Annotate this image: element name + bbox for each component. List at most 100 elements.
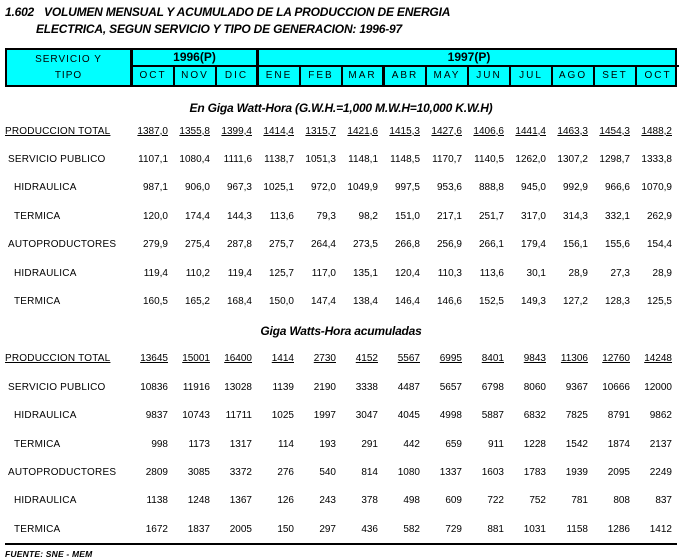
value-cell: 881: [487, 523, 504, 535]
value-cell: 8791: [607, 410, 630, 422]
report-title-line1: 1.602 VOLUMEN MENSUAL Y ACUMULADO DE LA P…: [5, 4, 677, 21]
section-title-accumulated: Giga Watts-Hora acumuladas: [260, 323, 422, 338]
value-cell: 291: [361, 438, 378, 450]
value-cell: 114: [278, 438, 294, 450]
value-cell: 275,7: [268, 239, 294, 251]
row-label: PRODUCCION TOTAL: [5, 125, 111, 137]
value-cell: 1170,7: [432, 154, 462, 166]
value-cell: 120,4: [394, 267, 420, 279]
row-label: SERVICIO PUBLICO: [8, 381, 106, 393]
header-cell-year-1997: 1997(P): [259, 50, 679, 67]
value-cell: 1139: [272, 381, 294, 393]
header-label-line2: TIPO: [54, 70, 83, 82]
value-cell: 4998: [439, 410, 462, 422]
value-cell: 1070,9: [641, 182, 672, 194]
value-cell: 997,5: [394, 182, 420, 194]
value-cell: 1138: [146, 495, 168, 507]
header-cell-month-jul-9: JUL: [511, 67, 553, 85]
header-cell-month-abr-6: ABR: [385, 67, 427, 85]
header-cell-month-oct-0: OCT: [133, 67, 175, 85]
value-cell: 1603: [481, 466, 504, 478]
value-cell: 297: [319, 523, 336, 535]
value-cell: 4152: [355, 353, 378, 365]
header-cell-month-ene-3: ENE: [259, 67, 301, 85]
value-cell: 2249: [649, 466, 672, 478]
value-cell: 332,1: [604, 210, 630, 222]
value-cell: 113,6: [479, 267, 504, 279]
value-cell: 1337: [439, 466, 462, 478]
value-cell: 165,2: [184, 296, 210, 308]
value-cell: 1421,6: [347, 125, 378, 137]
value-cell: 911: [488, 438, 504, 450]
value-cell: 135,1: [352, 267, 378, 279]
value-cell: 966,6: [604, 182, 630, 194]
header-cell-year-1996: 1996(P): [133, 50, 259, 67]
value-cell: 146,6: [436, 296, 462, 308]
value-cell: 12000: [644, 381, 672, 393]
value-cell: 16400: [224, 353, 252, 365]
header-cell-month-dic-2: DIC: [217, 67, 259, 85]
value-cell: 582: [403, 523, 420, 535]
value-cell: 15001: [182, 353, 210, 365]
value-cell: 8060: [523, 381, 546, 393]
value-cell: 119,4: [227, 267, 252, 279]
value-cell: 1463,3: [557, 125, 588, 137]
value-cell: 30,1: [526, 267, 546, 279]
value-cell: 1672: [145, 523, 168, 535]
value-cell: 119,4: [143, 267, 168, 279]
value-cell: 1315,7: [305, 125, 336, 137]
value-cell: 1051,3: [305, 154, 336, 166]
value-cell: 174,4: [184, 210, 210, 222]
report-title-text: VOLUMEN MENSUAL Y ACUMULADO DE LA PRODUC…: [44, 5, 451, 19]
value-cell: 609: [445, 495, 462, 507]
value-cell: 1025: [271, 410, 294, 422]
value-cell: 266,8: [394, 239, 420, 251]
value-cell: 273,5: [352, 239, 378, 251]
value-cell: 4045: [397, 410, 420, 422]
value-cell: 2730: [313, 353, 336, 365]
value-cell: 1140,5: [474, 154, 504, 166]
value-cell: 1248: [187, 495, 210, 507]
value-cell: 11306: [560, 353, 588, 365]
row-label: HIDRAULICA: [14, 182, 77, 194]
value-cell: 498: [403, 495, 420, 507]
value-cell: 987,1: [142, 182, 168, 194]
value-cell: 28,9: [652, 267, 672, 279]
value-cell: 1148,1: [348, 154, 378, 166]
value-cell: 722: [487, 495, 504, 507]
value-cell: 3372: [229, 466, 252, 478]
value-cell: 659: [445, 438, 462, 450]
value-cell: 1414,4: [263, 125, 294, 137]
value-cell: 125,5: [646, 296, 672, 308]
value-cell: 79,3: [316, 210, 336, 222]
value-cell: 967,3: [226, 182, 252, 194]
value-cell: 378: [361, 495, 378, 507]
value-cell: 1173: [188, 438, 210, 450]
value-cell: 972,0: [310, 182, 336, 194]
footer-rule: [5, 543, 677, 546]
row-label: TERMICA: [14, 296, 61, 308]
row-label: HIDRAULICA: [14, 267, 77, 279]
value-cell: 9862: [649, 410, 672, 422]
value-cell: 13645: [140, 353, 168, 365]
value-cell: 150: [277, 523, 294, 535]
header-cell-month-oct-12: OCT: [644, 70, 672, 81]
table-body-monthly: PRODUCCION TOTAL 1387,0 1355,8 1399,4 1414,4…: [5, 117, 677, 316]
value-cell: 150,0: [268, 296, 294, 308]
value-cell: 12760: [602, 353, 630, 365]
value-cell: 266,1: [478, 239, 504, 251]
header-cell-month-may-7: MAY: [427, 67, 469, 85]
value-cell: 27,3: [610, 267, 630, 279]
value-cell: 160,5: [142, 296, 168, 308]
header-cell-month-feb-4: FEB: [301, 67, 343, 85]
value-cell: 1415,3: [389, 125, 420, 137]
header-cell-month-jun-8: JUN: [469, 67, 511, 85]
value-cell: 28,9: [568, 267, 588, 279]
value-cell: 1049,9: [347, 182, 378, 194]
value-cell: 1367: [229, 495, 252, 507]
value-cell: 1837: [187, 523, 210, 535]
value-cell: 2137: [649, 438, 672, 450]
value-cell: 888,8: [478, 182, 504, 194]
value-cell: 1412: [649, 523, 672, 535]
value-cell: 837: [655, 495, 672, 507]
